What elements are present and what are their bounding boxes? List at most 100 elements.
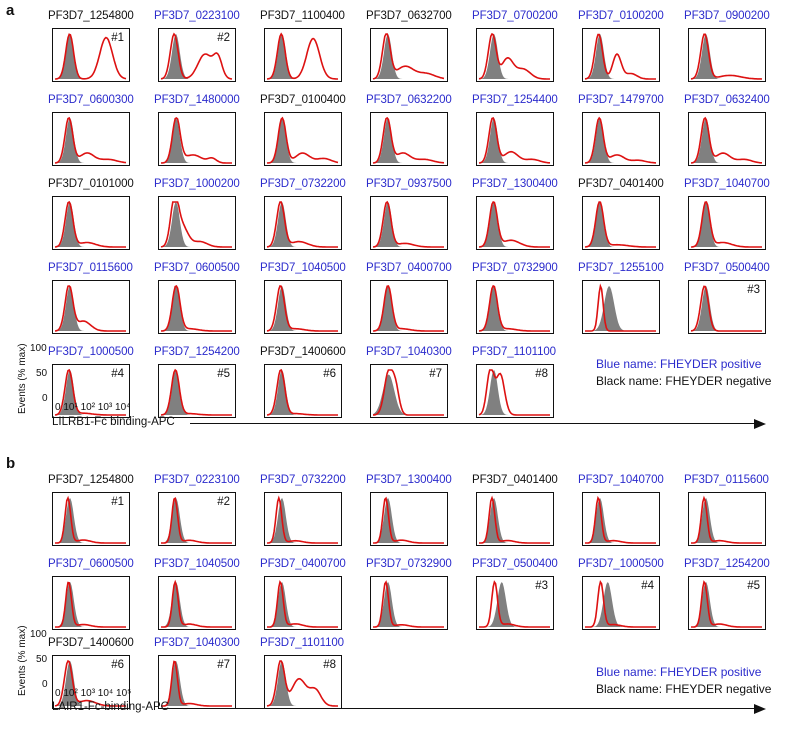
histogram-plot-box — [688, 196, 766, 250]
histogram-plot — [54, 200, 126, 248]
histogram-plot-box: #3 — [688, 280, 766, 334]
histogram-plot — [373, 496, 444, 544]
histogram-plot — [373, 369, 444, 416]
histogram-plot-box — [52, 112, 130, 166]
sample-histogram-line — [54, 659, 126, 707]
legend-positive: Blue name: FHEYDER positive — [596, 357, 762, 371]
sample-histogram-line — [54, 116, 127, 164]
sample-histogram-line — [55, 581, 126, 628]
panel-a-x-axis-arrow — [190, 423, 755, 424]
panel-a-x-ticks: 0 10¹ 10² 10³ 10⁴ — [55, 402, 131, 413]
sample-histogram-line — [584, 116, 657, 164]
gene-name-label: PF3D7_1254200 — [684, 558, 770, 570]
gene-name-label: PF3D7_1254400 — [472, 94, 558, 106]
gene-name-label: PF3D7_1479700 — [578, 94, 664, 106]
gene-name-label: PF3D7_0632700 — [366, 10, 452, 22]
control-histogram-fill — [479, 370, 550, 415]
gene-name-label: PF3D7_1254200 — [154, 346, 240, 358]
sample-histogram-line — [373, 580, 444, 628]
histogram-plot — [478, 284, 550, 332]
histogram-plot-box: #4 — [582, 576, 660, 630]
gene-name-label: PF3D7_1000200 — [154, 178, 240, 190]
sample-tag: #7 — [429, 368, 442, 380]
sample-histogram-line — [690, 201, 762, 248]
panel-b-y-tick-0: 0 — [42, 679, 48, 690]
histogram-plot-box: #6 — [52, 655, 130, 709]
histogram-plot-box: #5 — [158, 364, 236, 418]
histogram-plot — [373, 580, 444, 628]
gene-name-label: PF3D7_0500400 — [684, 262, 770, 274]
control-histogram-fill — [267, 286, 338, 331]
histogram-plot — [160, 284, 232, 332]
histogram-plot — [161, 660, 232, 707]
histogram-plot — [478, 116, 550, 164]
gene-name-label: PF3D7_1300400 — [472, 178, 558, 190]
control-histogram-fill — [479, 34, 550, 79]
histogram-plot — [584, 201, 656, 248]
sample-histogram-line — [54, 368, 126, 416]
histogram-plot — [161, 496, 232, 544]
panel-a-y-tick-50: 50 — [36, 368, 48, 379]
histogram-plot-box — [264, 576, 342, 630]
sample-tag: #5 — [747, 580, 760, 592]
histogram-plot-box — [582, 28, 660, 82]
histogram-plot-box: #1 — [52, 492, 130, 546]
gene-name-label: PF3D7_0223100 — [154, 10, 240, 22]
sample-histogram-line — [585, 283, 656, 332]
sample-histogram-line — [160, 284, 232, 332]
histogram-plot — [479, 580, 550, 628]
gene-name-label: PF3D7_1400600 — [260, 346, 346, 358]
sample-histogram-line — [373, 496, 444, 544]
histogram-plot — [479, 495, 550, 544]
histogram-plot — [266, 285, 338, 332]
legend-negative: Black name: FHEYDER negative — [596, 682, 772, 696]
gene-name-label: PF3D7_1300400 — [366, 474, 452, 486]
gene-name-label: PF3D7_1254800 — [48, 474, 134, 486]
histogram-plot-box — [476, 280, 554, 334]
sample-histogram-line — [266, 368, 338, 416]
control-histogram-fill — [267, 498, 338, 543]
gene-name-label: PF3D7_0401400 — [472, 474, 558, 486]
control-histogram-fill — [373, 374, 444, 415]
histogram-plot-box — [476, 28, 554, 82]
histogram-plot — [54, 659, 126, 707]
sample-histogram-line — [266, 201, 338, 248]
histogram-plot-box — [370, 576, 448, 630]
control-histogram-fill — [479, 118, 550, 163]
sample-histogram-line — [160, 201, 232, 248]
sample-histogram-line — [691, 580, 762, 628]
histogram-plot — [54, 116, 127, 164]
gene-name-label: PF3D7_0100400 — [260, 94, 346, 106]
gene-name-label: PF3D7_0115600 — [48, 262, 133, 274]
sample-histogram-line — [690, 33, 763, 80]
panel-a-legend: Blue name: FHEYDER positive Black name: … — [596, 356, 771, 390]
histogram-plot — [584, 116, 657, 164]
histogram-plot-box: #6 — [264, 364, 342, 418]
histogram-plot-box — [264, 28, 342, 82]
histogram-plot-box — [688, 28, 766, 82]
sample-histogram-line — [267, 579, 338, 628]
sample-histogram-line — [478, 284, 550, 332]
sample-histogram-line — [478, 200, 550, 248]
gene-name-label: PF3D7_0632200 — [366, 94, 452, 106]
sample-histogram-line — [585, 495, 656, 544]
control-histogram-fill — [373, 34, 444, 79]
histogram-plot-box — [52, 280, 130, 334]
control-histogram-fill — [161, 34, 232, 79]
panel-b-y-axis-label: Events (% max) — [17, 625, 28, 696]
histogram-plot-box: #8 — [264, 655, 342, 709]
sample-tag: #3 — [747, 284, 760, 296]
histogram-plot-box — [370, 492, 448, 546]
histogram-plot-box: #4 — [52, 364, 130, 418]
histogram-plot — [478, 32, 550, 80]
gene-name-label: PF3D7_1000500 — [48, 346, 134, 358]
histogram-plot — [266, 368, 338, 416]
sample-histogram-line — [266, 116, 339, 164]
histogram-plot-box: #2 — [158, 492, 236, 546]
gene-name-label: PF3D7_0223100 — [154, 474, 240, 486]
control-histogram-fill — [161, 118, 232, 163]
histogram-plot-box — [370, 280, 448, 334]
control-histogram-fill — [267, 370, 338, 415]
panel-b-y-tick-50: 50 — [36, 654, 48, 665]
histogram-plot — [691, 580, 762, 628]
